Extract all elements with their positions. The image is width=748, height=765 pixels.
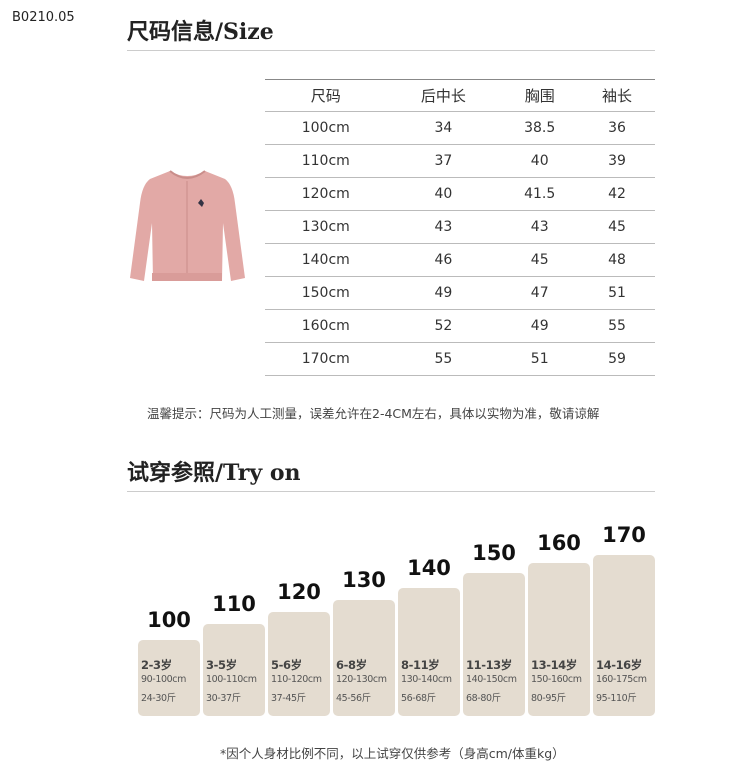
height-range: 120-130cm <box>336 674 387 685</box>
header-size: 尺码 <box>265 79 387 112</box>
height-range: 110-120cm <box>271 674 322 685</box>
age-range: 8-11岁 <box>401 658 440 672</box>
table-cell: 160cm <box>265 309 387 343</box>
table-cell: 47 <box>500 276 580 310</box>
size-label: 170 <box>602 523 646 547</box>
size-label: 120 <box>277 580 321 604</box>
size-label: 130 <box>342 568 386 592</box>
age-range: 6-8岁 <box>336 658 367 672</box>
tryon-section-title: 试穿参照/Try on <box>127 460 301 486</box>
age-range: 5-6岁 <box>271 658 302 672</box>
table-cell: 59 <box>579 342 655 376</box>
age-range: 14-16岁 <box>596 658 642 672</box>
weight-range: 56-68斤 <box>401 693 436 704</box>
table-cell: 51 <box>579 276 655 310</box>
weight-range: 80-95斤 <box>531 693 566 704</box>
table-header-row: 尺码 后中长 胸围 袖长 <box>265 79 655 112</box>
table-row: 160cm 52 49 55 <box>265 309 655 343</box>
height-range: 90-100cm <box>141 674 186 685</box>
weight-range: 24-30斤 <box>141 693 176 704</box>
table-cell: 41.5 <box>500 177 580 211</box>
table-cell: 49 <box>500 309 580 343</box>
table-cell: 150cm <box>265 276 387 310</box>
table-cell: 51 <box>500 342 580 376</box>
table-cell: 40 <box>386 177 501 211</box>
size-label: 110 <box>212 592 256 616</box>
table-row: 170cm 55 51 59 <box>265 342 655 376</box>
table-cell: 140cm <box>265 243 387 277</box>
table-row: 100cm 34 38.5 36 <box>265 111 655 145</box>
table-row: 120cm 40 41.5 42 <box>265 177 655 211</box>
size-section-title: 尺码信息/Size <box>127 19 274 45</box>
table-cell: 45 <box>500 243 580 277</box>
table-cell: 45 <box>579 210 655 244</box>
table-cell: 110cm <box>265 144 387 178</box>
table-cell: 52 <box>386 309 501 343</box>
product-code: B0210.05 <box>12 10 75 25</box>
tryon-bar: 11-13岁 140-150cm 68-80斤 <box>463 573 525 716</box>
height-range: 100-110cm <box>206 674 257 685</box>
table-cell: 38.5 <box>500 111 580 145</box>
table-cell: 40 <box>500 144 580 178</box>
size-label: 150 <box>472 541 516 565</box>
age-range: 11-13岁 <box>466 658 512 672</box>
weight-range: 95-110斤 <box>596 693 637 704</box>
size-table: 尺码 后中长 胸围 袖长 100cm 34 38.5 36 110cm 37 40 39 120cm 4… <box>265 79 655 376</box>
table-row: 130cm 43 43 45 <box>265 210 655 244</box>
tryon-bar: 2-3岁 90-100cm 24-30斤 <box>138 640 200 716</box>
height-range: 150-160cm <box>531 674 582 685</box>
table-cell: 42 <box>579 177 655 211</box>
tryon-bar: 3-5岁 100-110cm 30-37斤 <box>203 624 265 716</box>
height-range: 140-150cm <box>466 674 517 685</box>
table-row: 110cm 37 40 39 <box>265 144 655 178</box>
height-range: 130-140cm <box>401 674 452 685</box>
cardigan-image <box>130 170 245 281</box>
table-cell: 49 <box>386 276 501 310</box>
table-cell: 130cm <box>265 210 387 244</box>
table-cell: 46 <box>386 243 501 277</box>
table-cell: 48 <box>579 243 655 277</box>
tryon-bar: 6-8岁 120-130cm 45-56斤 <box>333 600 395 716</box>
table-cell: 55 <box>579 309 655 343</box>
weight-range: 37-45斤 <box>271 693 306 704</box>
divider <box>127 491 655 492</box>
header-sleeve: 袖长 <box>579 79 655 112</box>
age-range: 2-3岁 <box>141 658 172 672</box>
table-cell: 120cm <box>265 177 387 211</box>
weight-range: 68-80斤 <box>466 693 501 704</box>
table-cell: 37 <box>386 144 501 178</box>
age-range: 3-5岁 <box>206 658 237 672</box>
table-row: 140cm 46 45 48 <box>265 243 655 277</box>
divider <box>127 50 655 51</box>
table-row: 150cm 49 47 51 <box>265 276 655 310</box>
weight-range: 45-56斤 <box>336 693 371 704</box>
table-cell: 55 <box>386 342 501 376</box>
tryon-bar: 8-11岁 130-140cm 56-68斤 <box>398 588 460 716</box>
size-label: 140 <box>407 556 451 580</box>
table-cell: 170cm <box>265 342 387 376</box>
tryon-bar: 14-16岁 160-175cm 95-110斤 <box>593 555 655 716</box>
age-range: 13-14岁 <box>531 658 577 672</box>
size-note: 温馨提示：尺码为人工测量，误差允许在2-4CM左右，具体以实物为准，敬请谅解 <box>147 406 600 421</box>
height-range: 160-175cm <box>596 674 647 685</box>
table-cell: 34 <box>386 111 501 145</box>
tryon-bar: 5-6岁 110-120cm 37-45斤 <box>268 612 330 716</box>
tryon-bar: 13-14岁 150-160cm 80-95斤 <box>528 563 590 716</box>
size-label: 160 <box>537 531 581 555</box>
size-label: 100 <box>147 608 191 632</box>
table-cell: 36 <box>579 111 655 145</box>
table-cell: 43 <box>500 210 580 244</box>
table-cell: 39 <box>579 144 655 178</box>
tryon-footnote: *因个人身材比例不同，以上试穿仅供参考（身高cm/体重kg） <box>220 746 565 761</box>
table-cell: 43 <box>386 210 501 244</box>
table-cell: 100cm <box>265 111 387 145</box>
weight-range: 30-37斤 <box>206 693 241 704</box>
header-length: 后中长 <box>386 79 501 112</box>
header-chest: 胸围 <box>500 79 580 112</box>
